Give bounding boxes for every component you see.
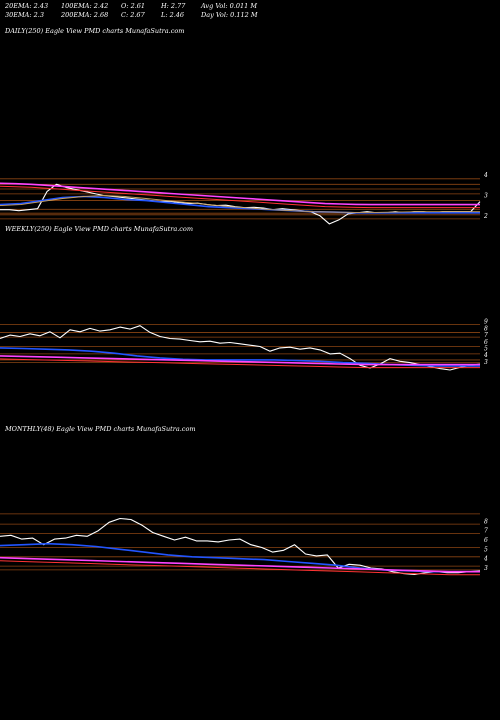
monthly-y-tick-label: 5 (484, 546, 488, 553)
ema100-label: 100EMA: 2.42 (61, 2, 109, 10)
weekly-y-tick-label: 5 (484, 346, 488, 353)
monthly-y-tick-label: 7 (484, 528, 488, 535)
day-vol-label: Day Vol: 0.112 M (201, 11, 258, 19)
ema30-label: 30EMA: 2.3 (5, 11, 44, 19)
low-label: L: 2.46 (161, 11, 185, 19)
daily-gold-ema-line (0, 195, 480, 213)
monthly-blue-ema-line (0, 542, 480, 573)
daily-panel-title: DAILY(250) Eagle View PMD charts MunafaS… (5, 27, 185, 35)
daily-y-tick-label: 2 (483, 213, 488, 220)
monthly-y-tick-label: 4 (483, 556, 488, 563)
monthly-y-tick-label: 3 (484, 565, 488, 572)
ema200-label: 200EMA: 2.68 (61, 11, 109, 19)
daily-y-tick-label: 3 (484, 192, 488, 199)
weekly-red-ema-line (0, 358, 480, 369)
daily-magenta-ema-line (0, 182, 480, 206)
high-label: H: 2.77 (161, 2, 186, 10)
weekly-price-line (0, 325, 481, 371)
close-label: C: 2.67 (121, 11, 145, 19)
weekly-y-tick-label: 7 (484, 332, 488, 339)
weekly-panel-title: WEEKLY(250) Eagle View PMD charts Munafa… (5, 225, 194, 233)
monthly-panel-title: MONTHLY(48) Eagle View PMD charts Munafa… (5, 425, 196, 433)
weekly-magenta-ema-line (0, 355, 480, 366)
monthly-y-tick-label: 8 (484, 518, 488, 525)
open-label: O: 2.61 (121, 2, 146, 10)
weekly-y-tick-label: 9 (484, 319, 488, 326)
weekly-y-tick-label: 3 (484, 359, 488, 366)
ema20-label: 20EMA: 2.43 (5, 2, 49, 10)
weekly-y-tick-label: 8 (484, 325, 488, 332)
daily-red-ema-line (0, 185, 480, 209)
daily-y-tick-label: 4 (483, 172, 488, 179)
monthly-red-ema-line (0, 560, 480, 576)
monthly-magenta-ema-line (0, 556, 480, 573)
weekly-y-tick-label: 4 (483, 352, 488, 359)
weekly-y-tick-label: 6 (484, 339, 488, 346)
monthly-y-tick-label: 6 (484, 537, 488, 544)
avg-vol-label: Avg Vol: 0.011 M (201, 2, 258, 10)
